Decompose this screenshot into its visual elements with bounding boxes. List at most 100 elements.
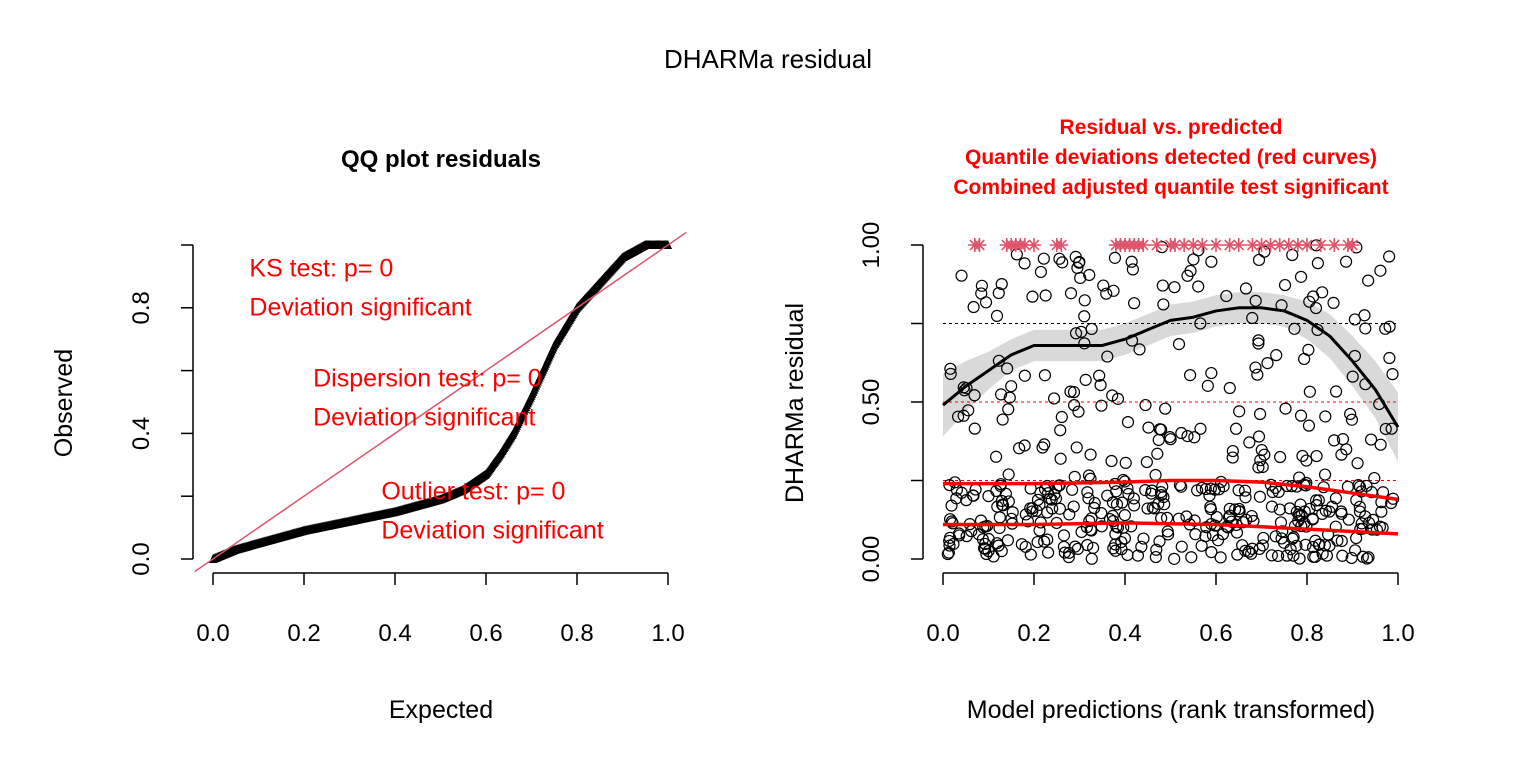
residual-point	[1158, 498, 1171, 511]
residual-point	[989, 450, 1003, 463]
residual-point	[1018, 257, 1031, 270]
residual-point	[1153, 535, 1166, 548]
residual-point	[1064, 287, 1078, 300]
residual-point	[943, 534, 956, 548]
outlier-star-marker	[1272, 238, 1287, 252]
residual-x-tick-label: 0.8	[1290, 620, 1323, 647]
residual-point	[1074, 271, 1087, 285]
residual-point	[1155, 423, 1168, 436]
residual-vs-predicted-panel: Residual vs. predicted Quantile deviation…	[781, 116, 1415, 724]
residual-point	[1097, 279, 1110, 292]
residual-point	[1273, 503, 1286, 516]
smooth-band	[943, 292, 1398, 462]
residual-point	[1311, 257, 1324, 270]
residual-title-line: Combined adjusted quantile test signific…	[953, 176, 1388, 199]
residual-point	[1072, 405, 1085, 418]
residual-point	[1038, 535, 1051, 548]
residual-point	[1253, 407, 1267, 421]
residual-point	[1053, 502, 1066, 515]
residual-point	[995, 277, 1008, 291]
residual-point	[1068, 470, 1081, 483]
residual-point	[1137, 532, 1150, 545]
residual-point	[1126, 263, 1139, 276]
residual-point	[1205, 546, 1218, 559]
residual-point	[1093, 369, 1106, 382]
residual-point	[941, 547, 954, 561]
red-quantile-curve	[943, 521, 1399, 536]
residual-point	[1252, 337, 1265, 350]
residual-point	[944, 362, 957, 375]
residual-point	[1237, 516, 1250, 529]
residual-point	[1319, 410, 1332, 423]
residual-point	[1205, 366, 1218, 380]
residual-point	[1100, 287, 1113, 300]
residual-point	[1131, 549, 1145, 562]
qq-y-tick-label: 0.8	[128, 291, 155, 324]
residual-points	[941, 239, 1400, 565]
outlier-star-marker	[1027, 238, 1041, 252]
qq-annotation-line: Dispersion test: p= 0	[313, 364, 542, 392]
residual-point	[1053, 252, 1066, 265]
qq-x-tick-label: 1.0	[651, 620, 684, 647]
residual-point	[1048, 488, 1061, 501]
residual-point	[1383, 351, 1396, 365]
residual-point	[1204, 482, 1217, 495]
residual-x-axis-label: Model predictions (rank transformed)	[967, 696, 1376, 724]
residual-point	[1307, 550, 1320, 563]
residual-point	[1355, 485, 1368, 498]
residual-point	[1107, 284, 1120, 297]
outlier-star-marker	[1177, 238, 1192, 252]
residual-point	[1081, 486, 1094, 499]
residual-point	[1106, 389, 1119, 402]
residual-point	[1159, 402, 1172, 415]
residual-point	[1085, 552, 1098, 565]
residual-point	[1359, 510, 1372, 523]
residual-point	[1201, 379, 1214, 392]
residual-point	[1026, 290, 1039, 303]
qq-y-tick-label: 0.0	[128, 542, 155, 575]
residual-point	[1252, 430, 1266, 443]
residual-point	[1383, 250, 1396, 263]
residual-point	[1251, 368, 1264, 381]
qq-x-tick-label: 0.4	[378, 620, 411, 647]
residual-point	[1139, 398, 1152, 412]
residual-x-tick-label: 0.4	[1108, 620, 1141, 647]
residual-point	[1278, 278, 1292, 292]
outlier-star-marker	[1313, 238, 1328, 252]
residual-point	[1359, 322, 1372, 335]
residual-point	[1141, 502, 1154, 515]
residual-point	[1024, 548, 1037, 561]
residual-point	[1184, 369, 1197, 382]
qq-annotation-line: Deviation significant	[249, 293, 471, 321]
residual-x-tick-label: 0.6	[1199, 620, 1232, 647]
residual-point	[1146, 501, 1159, 514]
residual-point	[1101, 350, 1114, 363]
residual-point	[1107, 515, 1120, 528]
residual-point	[1033, 524, 1046, 537]
residual-x-tick-label: 0.2	[1017, 620, 1050, 647]
residual-point	[1254, 454, 1267, 467]
residual-point	[1175, 540, 1188, 553]
residual-point	[1318, 468, 1332, 481]
residual-point	[1075, 525, 1088, 539]
outlier-star-marker	[972, 238, 987, 252]
residual-point	[1272, 485, 1285, 498]
residual-point	[1005, 380, 1018, 393]
qq-x-tick-label: 0.2	[287, 620, 320, 647]
residual-point	[1309, 534, 1322, 547]
outlier-star-marker	[1300, 238, 1314, 252]
residual-point	[1054, 424, 1067, 437]
residual-point	[1036, 441, 1049, 454]
residual-point	[967, 489, 980, 502]
residual-point	[1168, 281, 1181, 294]
residual-point	[1331, 534, 1344, 547]
outlier-markers	[967, 238, 1360, 252]
outlier-star-marker	[1195, 238, 1210, 252]
residual-point	[1151, 447, 1164, 460]
residual-point	[1356, 550, 1369, 563]
residual-point	[1105, 454, 1118, 468]
smooth-spline-curve	[942, 306, 1400, 428]
residual-point	[1329, 385, 1343, 398]
outlier-star-marker	[1054, 238, 1069, 252]
residual-point	[1323, 505, 1336, 518]
